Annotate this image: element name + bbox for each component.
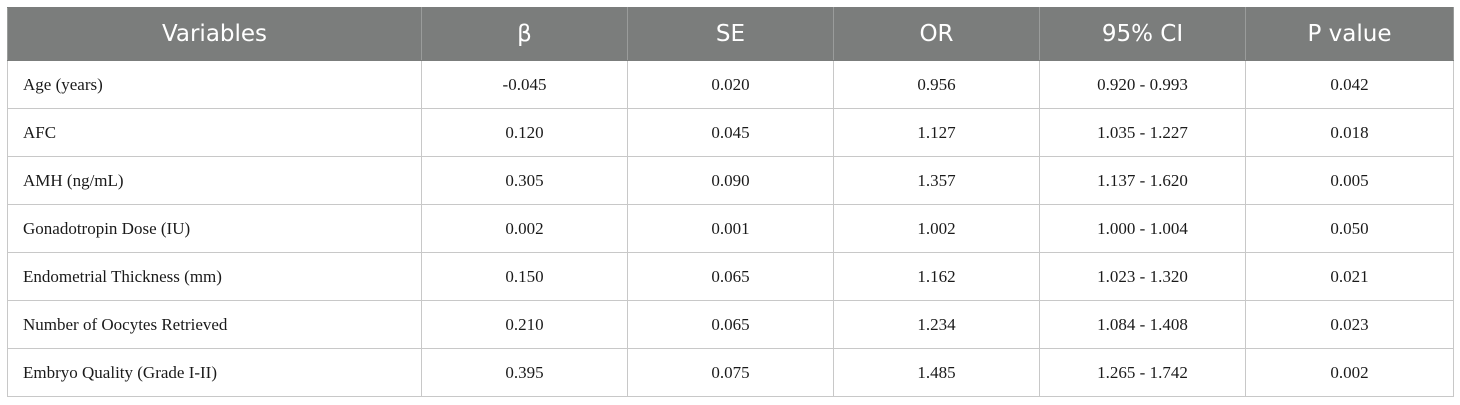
- cell-variable: Endometrial Thickness (mm): [7, 252, 422, 301]
- cell-p-value: 0.002: [1245, 348, 1454, 397]
- header-variables: Variables: [7, 7, 422, 61]
- cell-se: 0.001: [627, 204, 834, 253]
- cell-ci: 1.035 - 1.227: [1039, 108, 1246, 157]
- cell-variable: AFC: [7, 108, 422, 157]
- cell-beta: 0.305: [421, 156, 628, 205]
- table-row: Gonadotropin Dose (IU) 0.002 0.001 1.002…: [7, 204, 1454, 253]
- cell-or: 1.357: [833, 156, 1040, 205]
- cell-beta: 0.210: [421, 300, 628, 349]
- cell-beta: 0.150: [421, 252, 628, 301]
- cell-variable: Age (years): [7, 60, 422, 109]
- cell-se: 0.090: [627, 156, 834, 205]
- header-p-value: P value: [1245, 7, 1454, 61]
- cell-or: 1.002: [833, 204, 1040, 253]
- cell-se: 0.065: [627, 300, 834, 349]
- cell-or: 1.234: [833, 300, 1040, 349]
- cell-beta: 0.120: [421, 108, 628, 157]
- table-header-row: Variables β SE OR 95% CI P value: [7, 7, 1454, 61]
- cell-se: 0.045: [627, 108, 834, 157]
- cell-variable: Number of Oocytes Retrieved: [7, 300, 422, 349]
- cell-beta: 0.002: [421, 204, 628, 253]
- header-se: SE: [627, 7, 834, 61]
- cell-p-value: 0.005: [1245, 156, 1454, 205]
- cell-ci: 1.084 - 1.408: [1039, 300, 1246, 349]
- cell-ci: 1.265 - 1.742: [1039, 348, 1246, 397]
- table-row: Embryo Quality (Grade I-II) 0.395 0.075 …: [7, 348, 1454, 397]
- cell-beta: -0.045: [421, 60, 628, 109]
- cell-p-value: 0.050: [1245, 204, 1454, 253]
- table-row: Age (years) -0.045 0.020 0.956 0.920 - 0…: [7, 60, 1454, 109]
- cell-ci: 1.000 - 1.004: [1039, 204, 1246, 253]
- cell-p-value: 0.018: [1245, 108, 1454, 157]
- cell-variable: AMH (ng/mL): [7, 156, 422, 205]
- cell-p-value: 0.021: [1245, 252, 1454, 301]
- cell-ci: 1.023 - 1.320: [1039, 252, 1246, 301]
- cell-beta: 0.395: [421, 348, 628, 397]
- cell-p-value: 0.042: [1245, 60, 1454, 109]
- cell-ci: 1.137 - 1.620: [1039, 156, 1246, 205]
- regression-table: Variables β SE OR 95% CI P value Age (ye…: [7, 7, 1454, 397]
- cell-ci: 0.920 - 0.993: [1039, 60, 1246, 109]
- cell-se: 0.075: [627, 348, 834, 397]
- table-row: AMH (ng/mL) 0.305 0.090 1.357 1.137 - 1.…: [7, 156, 1454, 205]
- cell-variable: Embryo Quality (Grade I-II): [7, 348, 422, 397]
- cell-or: 1.485: [833, 348, 1040, 397]
- cell-or: 1.162: [833, 252, 1040, 301]
- cell-or: 0.956: [833, 60, 1040, 109]
- cell-or: 1.127: [833, 108, 1040, 157]
- table-row: AFC 0.120 0.045 1.127 1.035 - 1.227 0.01…: [7, 108, 1454, 157]
- table-row: Number of Oocytes Retrieved 0.210 0.065 …: [7, 300, 1454, 349]
- header-95-ci: 95% CI: [1039, 7, 1246, 61]
- cell-p-value: 0.023: [1245, 300, 1454, 349]
- cell-se: 0.020: [627, 60, 834, 109]
- header-or: OR: [833, 7, 1040, 61]
- header-beta: β: [421, 7, 628, 61]
- cell-variable: Gonadotropin Dose (IU): [7, 204, 422, 253]
- cell-se: 0.065: [627, 252, 834, 301]
- table-row: Endometrial Thickness (mm) 0.150 0.065 1…: [7, 252, 1454, 301]
